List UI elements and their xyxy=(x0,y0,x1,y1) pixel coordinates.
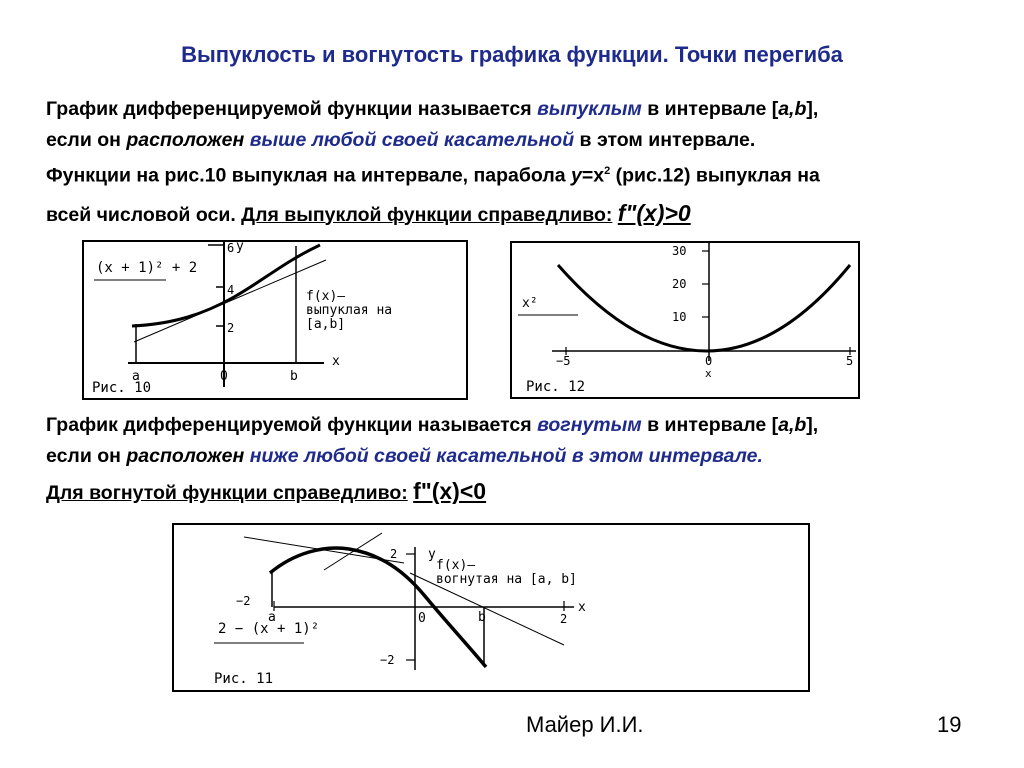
fig11-tick-y-2: 2 xyxy=(390,547,397,561)
fig11-tick-x-m2: −2 xyxy=(236,594,250,608)
fig10-axis-x: x xyxy=(332,354,340,369)
fig10-caption: Рис. 10 xyxy=(92,380,151,396)
fig11-tick-x-2: 2 xyxy=(560,612,567,626)
fig10-tick-0: 0 xyxy=(220,369,228,384)
convex-line-1: График дифференцируемой функции называет… xyxy=(46,98,819,120)
fig12-tick-y-20: 20 xyxy=(672,277,686,291)
fig11-caption: Рис. 11 xyxy=(214,671,273,687)
fig12-tick-y-30: 30 xyxy=(672,244,686,258)
figure-10-plot: (x + 1)² + 2 6 4 2 y x a 0 b f(x)— выпук… xyxy=(92,242,392,396)
fig11-tick-y-m2: −2 xyxy=(380,653,394,667)
fig10-tick-y-6: 6 xyxy=(227,242,234,255)
convex-line-2: если он расположен выше любой своей каса… xyxy=(46,129,756,151)
fig10-annotation-2: выпуклая на xyxy=(306,303,392,318)
concave-line-3: Для вогнутой функции справедливо: f"(x)<… xyxy=(46,478,487,504)
fig11-tick-a: a xyxy=(268,610,276,625)
figure-12: x² 30 20 10 −5 0 5 x Рис. 12 xyxy=(510,241,860,399)
figure-12-plot: x² 30 20 10 −5 0 5 x Рис. 12 xyxy=(518,243,856,395)
fig12-ylabel: x² xyxy=(522,296,538,311)
figure-11: 2 − (x + 1)² 2 −2 −2 2 a 0 b y x f(x)— в… xyxy=(172,523,810,692)
fig10-tick-b: b xyxy=(290,369,298,384)
figure-10: (x + 1)² + 2 6 4 2 y x a 0 b f(x)— выпук… xyxy=(82,240,468,400)
fig11-tick-0: 0 xyxy=(418,611,426,626)
fig10-annotation-3: [a,b] xyxy=(306,317,345,332)
fig12-tick-x-0: 0 xyxy=(705,354,712,368)
page-number: 19 xyxy=(937,712,962,737)
convex-definition: График дифференцируемой функции называет… xyxy=(46,94,986,231)
fig12-tick-x-m5: −5 xyxy=(556,354,570,368)
footer-author: Майер И.И. xyxy=(526,712,644,737)
fig10-tick-a: a xyxy=(132,369,140,384)
fig11-annotation-2: вогнутая на [a, b] xyxy=(436,572,577,587)
fig12-caption: Рис. 12 xyxy=(526,379,585,395)
fig11-axis-y: y xyxy=(428,547,436,562)
fig10-axis-y: y xyxy=(236,242,244,254)
fig10-tick-y-2: 2 xyxy=(227,321,234,335)
concave-line-1: График дифференцируемой функции называет… xyxy=(46,414,819,436)
convex-line-3: Функции на рис.10 выпуклая на интервале,… xyxy=(46,164,820,187)
fig11-annotation-1: f(x)— xyxy=(436,558,475,573)
fig12-tick-x-5: 5 xyxy=(846,354,853,368)
fig11-tick-b: b xyxy=(478,610,486,625)
fig10-tick-y-4: 4 xyxy=(227,283,234,297)
fig10-annotation-1: f(x)— xyxy=(306,289,345,304)
convex-line-4: всей числовой оси. Для выпуклой функции … xyxy=(46,199,691,226)
concave-line-2: если он расположен ниже любой своей каса… xyxy=(46,445,763,467)
concave-definition: График дифференцируемой функции называет… xyxy=(46,410,986,509)
concave-formula: f"(x)<0 xyxy=(413,478,487,504)
figure-11-plot: 2 − (x + 1)² 2 −2 −2 2 a 0 b y x f(x)— в… xyxy=(214,532,586,687)
fig12-tick-y-10: 10 xyxy=(672,310,686,324)
convex-formula: f"(x)>0 xyxy=(617,199,691,226)
fig10-formula: (x + 1)² + 2 xyxy=(96,260,197,276)
fig12-xlabel: x xyxy=(705,367,712,380)
slide-title: Выпуклость и вогнутость графика функции.… xyxy=(181,42,843,67)
fig11-formula: 2 − (x + 1)² xyxy=(218,621,319,637)
fig11-axis-x: x xyxy=(578,600,586,615)
